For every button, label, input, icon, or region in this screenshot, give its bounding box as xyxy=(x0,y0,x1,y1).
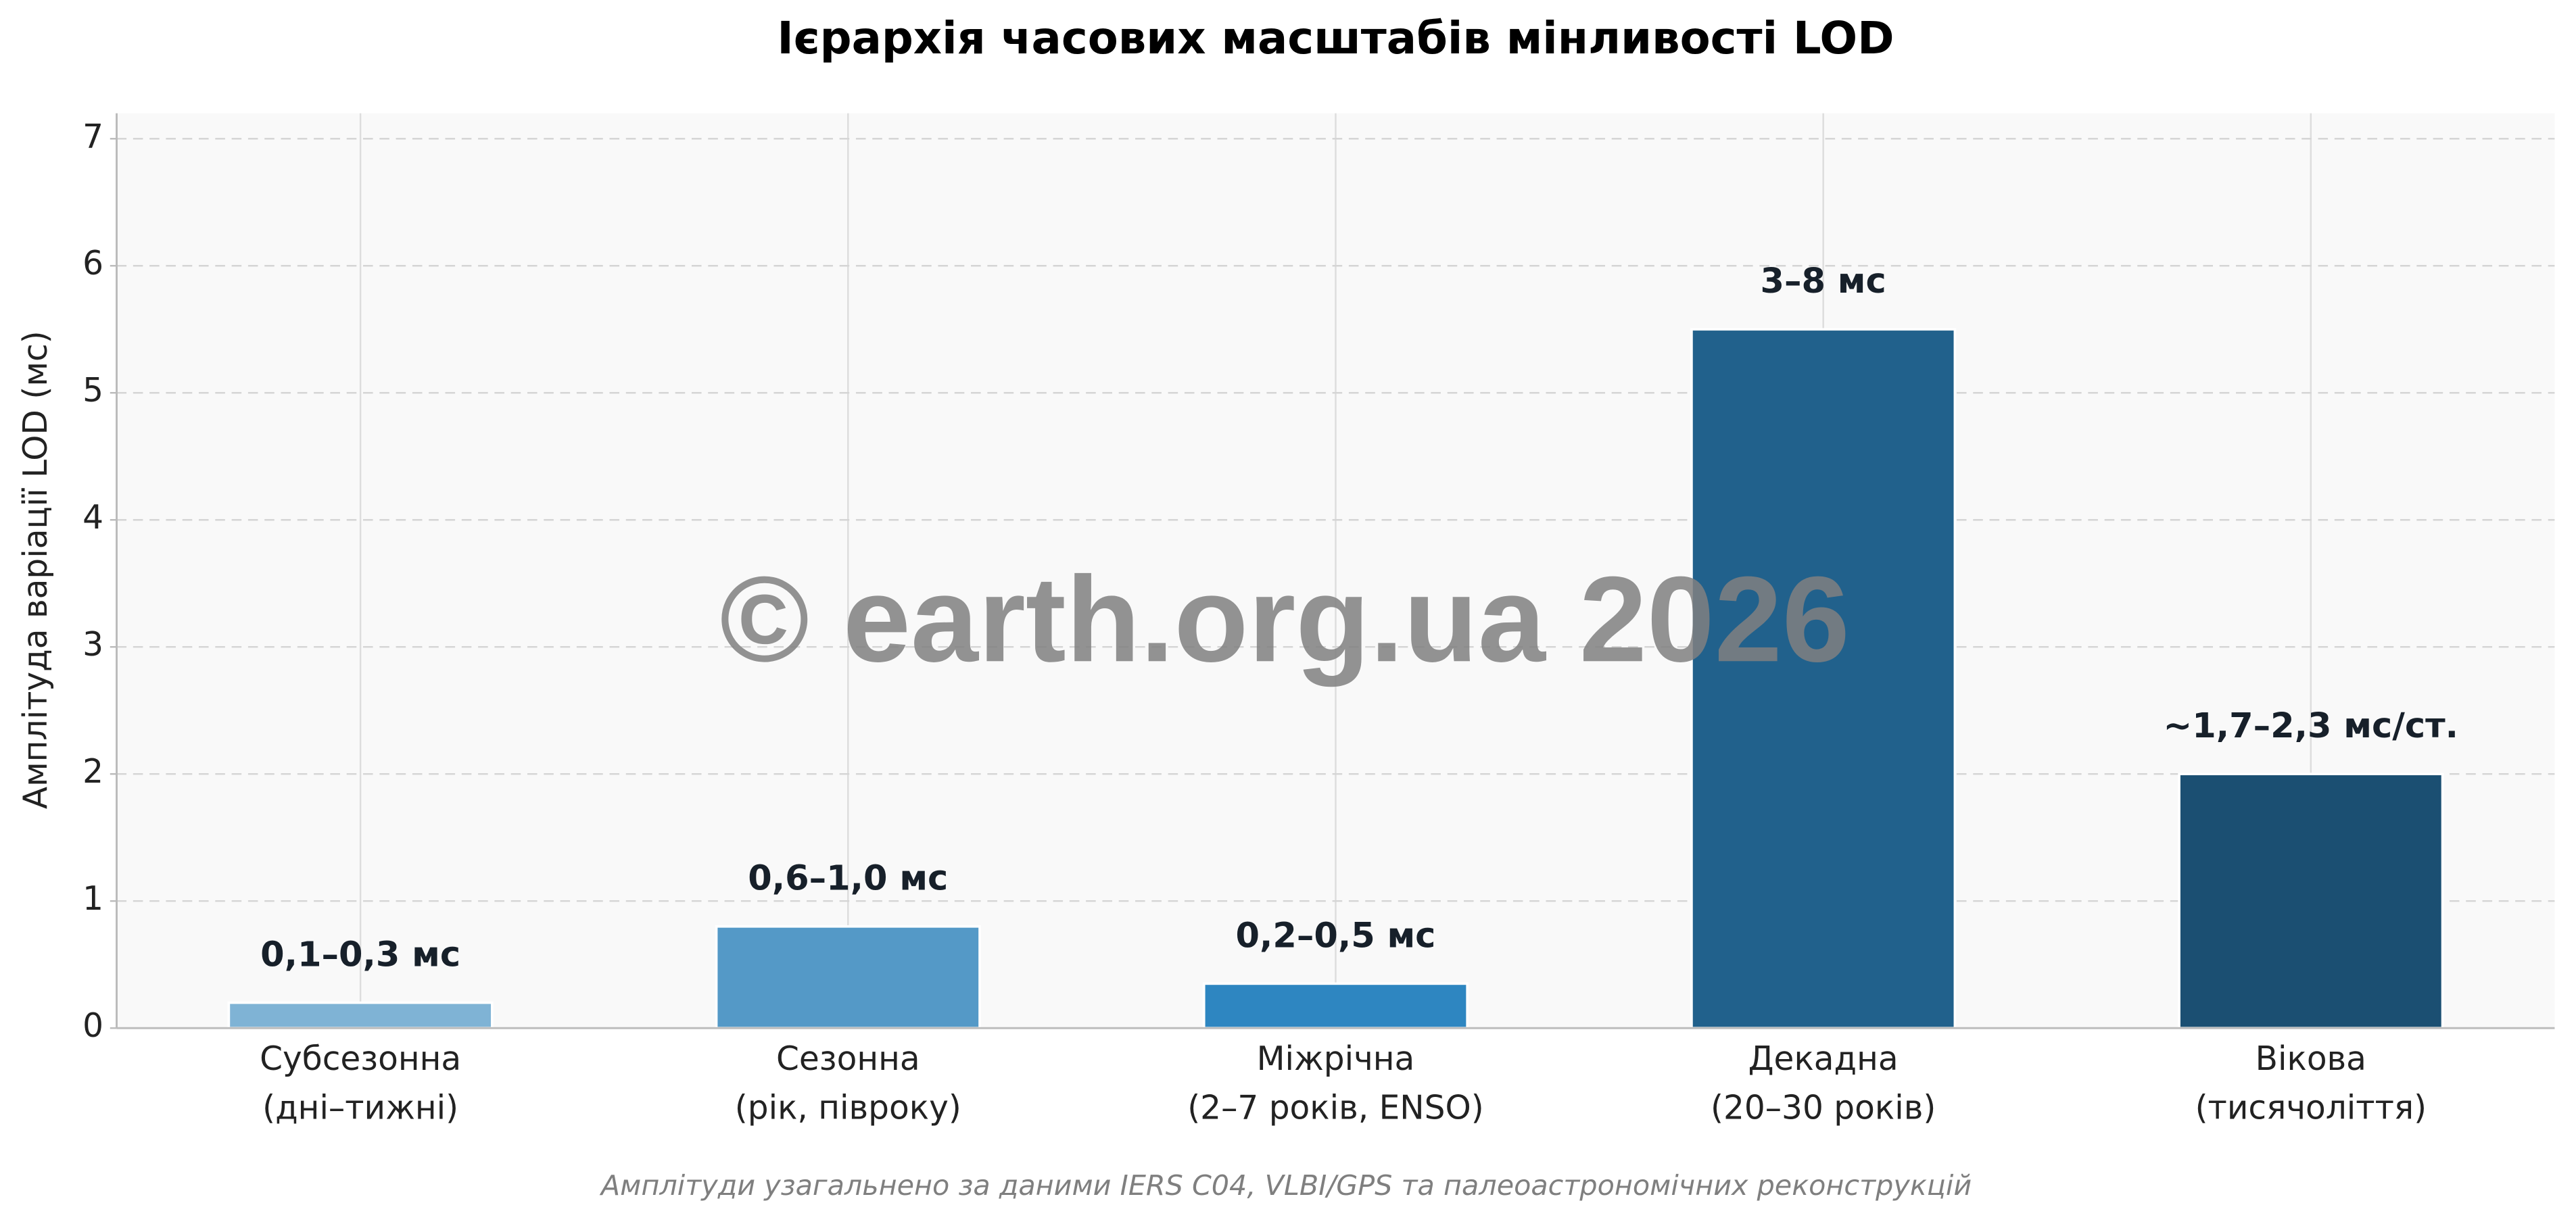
x-tick-label: Міжрічна xyxy=(1257,1040,1415,1078)
bar xyxy=(2178,773,2444,1030)
x-tick-label: Вікова xyxy=(2256,1040,2366,1078)
x-tick-label: (20–30 років) xyxy=(1711,1089,1936,1127)
x-tick-label: (тисячоліття) xyxy=(2195,1089,2427,1127)
x-tick-label: (рік, півроку) xyxy=(735,1089,961,1127)
x-tick-label: (2–7 років, ENSO) xyxy=(1187,1089,1483,1127)
x-tick-label: Субсезонна xyxy=(260,1040,461,1078)
x-tick-label: Декадна xyxy=(1748,1040,1899,1078)
plot: 0 1 2 3 4 5 6 7 Субсезонна (дні–тижні) 0,1–0,3 мс С… xyxy=(82,113,2555,1127)
bar xyxy=(715,925,981,1030)
y-tick-label: 4 xyxy=(82,499,103,537)
value-label: 0,2–0,5 мс xyxy=(1235,916,1435,956)
value-label: 0,1–0,3 мс xyxy=(260,935,460,975)
y-tick-label: 6 xyxy=(82,245,103,283)
y-tick-label: 2 xyxy=(82,753,103,791)
bar xyxy=(1202,982,1469,1030)
y-axis-label: Амплітуда варіації LOD (мс) xyxy=(17,330,55,809)
y-tick-label: 0 xyxy=(82,1007,103,1045)
x-tick-label: Сезонна xyxy=(776,1040,920,1078)
bar xyxy=(1690,328,1957,1030)
watermark: © earth.org.ua 2026 xyxy=(719,551,1849,687)
x-tick-label: (дні–тижні) xyxy=(262,1089,458,1127)
bar xyxy=(227,1001,494,1030)
value-label: ~1,7–2,3 мс/ст. xyxy=(2164,706,2459,746)
chart-title: Ієрархія часових масштабів мінливості LO… xyxy=(777,13,1894,64)
y-tick-label: 7 xyxy=(82,118,103,155)
y-tick-label: 3 xyxy=(82,626,103,664)
y-tick-label: 1 xyxy=(82,880,103,918)
y-tick-label: 5 xyxy=(82,372,103,410)
footnote: Амплітуди узагальнено за даними IERS C04… xyxy=(599,1169,1972,1202)
value-label: 0,6–1,0 мс xyxy=(748,859,948,899)
value-label: 3–8 мс xyxy=(1761,262,1886,301)
